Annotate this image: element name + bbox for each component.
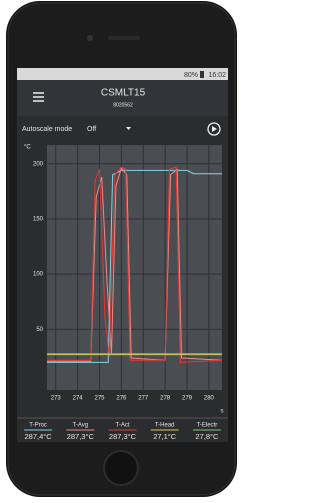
app-subtitle: 8020562 — [113, 102, 133, 108]
y-tick-label: 100 — [33, 272, 44, 278]
home-button[interactable] — [104, 451, 138, 485]
y-unit: °C — [24, 145, 31, 151]
battery-icon — [200, 71, 204, 78]
y-tick-label: 150 — [33, 217, 44, 223]
camera — [87, 35, 93, 41]
app-title: CSMLT15 — [101, 88, 146, 99]
legend-readout: 27,8°C — [195, 432, 219, 441]
x-tick-label: 274 — [73, 396, 84, 402]
legend-name: T-Avg — [73, 423, 89, 429]
legend-name: T-Head — [155, 423, 175, 429]
x-tick-label: 275 — [94, 396, 105, 402]
autoscale-value[interactable]: Off — [87, 126, 96, 133]
clock: 16:02 — [208, 72, 226, 79]
battery: 80% — [184, 72, 198, 79]
speaker — [108, 36, 140, 40]
legend-name: T-Electr — [197, 423, 218, 429]
legend-readout: 287,3°C — [109, 432, 137, 441]
x-tick-label: 276 — [116, 396, 127, 402]
x-tick-label: 277 — [138, 396, 149, 402]
x-tick-label: 278 — [160, 396, 171, 402]
y-tick-label: 200 — [33, 161, 44, 167]
legend-name: T-Act — [115, 423, 129, 429]
legend-name: T-Proc — [29, 423, 47, 429]
x-tick-label: 280 — [204, 396, 215, 402]
x-tick-label: 279 — [182, 396, 193, 402]
legend-readout: 287,3°C — [67, 432, 95, 441]
legend-readout: 27,1°C — [153, 432, 177, 441]
y-tick-label: 50 — [36, 327, 43, 333]
x-unit: s — [221, 409, 224, 415]
x-tick-label: 273 — [51, 396, 62, 402]
plot-area — [47, 145, 222, 390]
autoscale-label: Autoscale mode — [22, 126, 72, 133]
legend-readout: 287,4°C — [25, 432, 53, 441]
screenshot: 80% 16:02 CSMLT15 8020562 Autoscale mode… — [0, 0, 243, 498]
